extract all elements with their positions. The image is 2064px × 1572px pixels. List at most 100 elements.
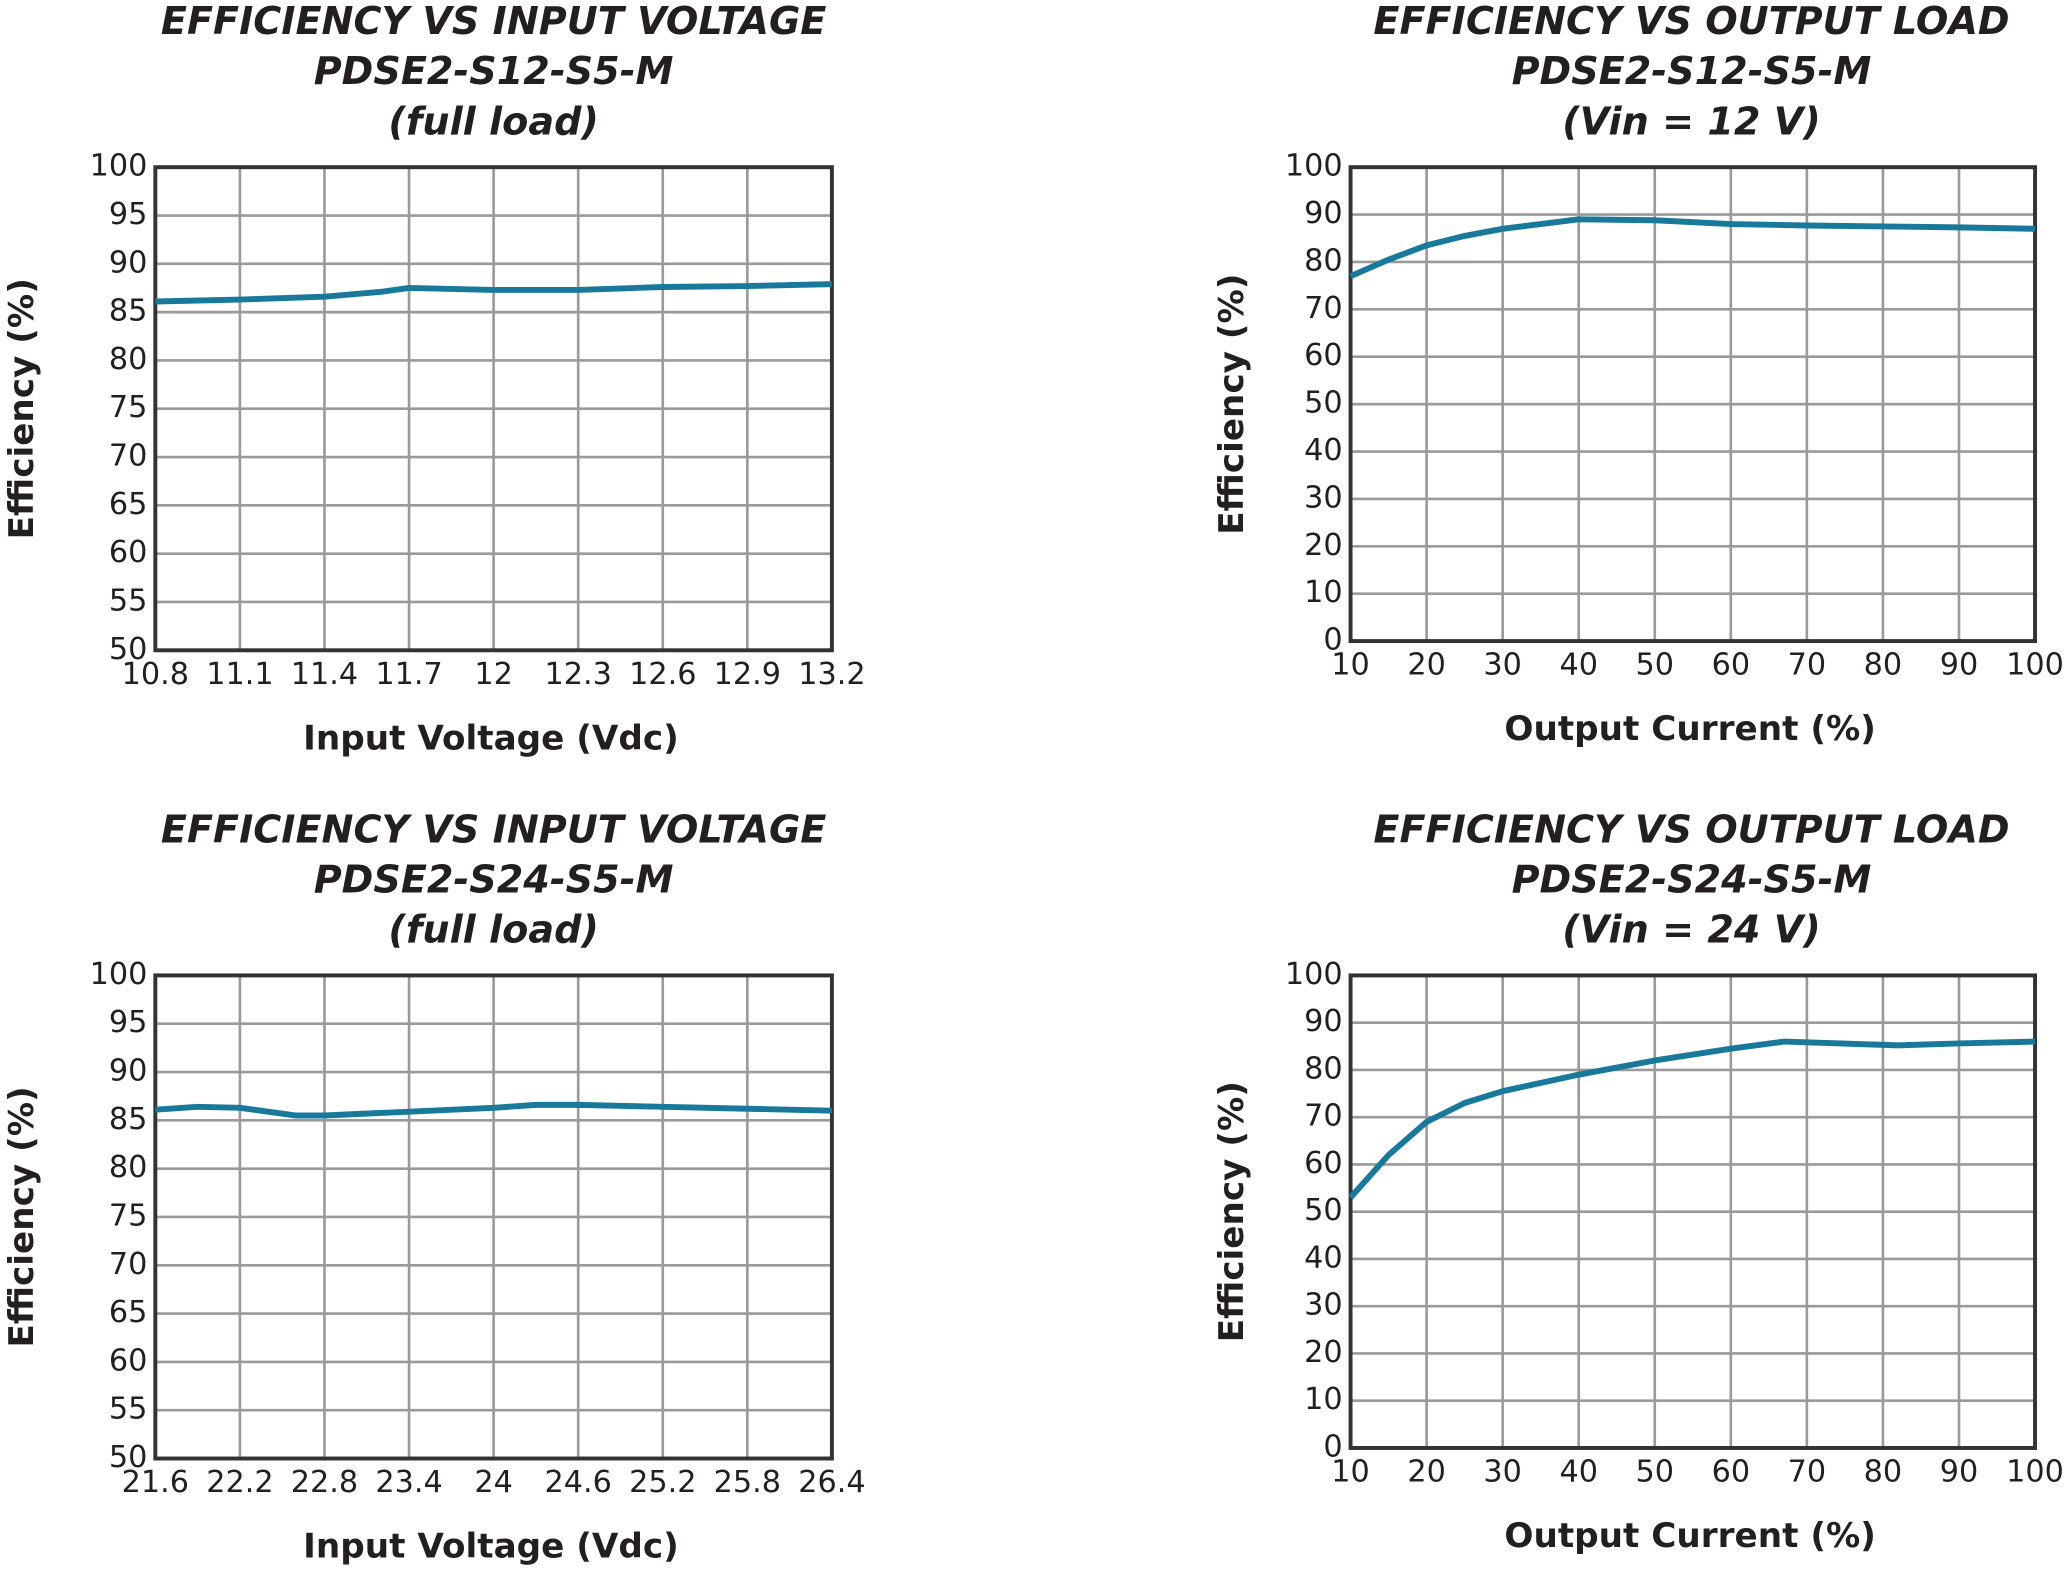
y-tick-label: 85 [109,294,148,329]
y-tick-label: 70 [1304,291,1343,326]
x-tick-label: 50 [1636,648,1675,683]
x-tick-label: 10.8 [122,657,189,692]
y-tick-label: 100 [90,149,148,184]
y-tick-label: 80 [1304,1051,1343,1086]
plot-frame [153,973,834,1461]
x-tick-label: 90 [1940,648,1979,683]
data-line [1349,216,2036,279]
x-tick-label: 21.6 [122,1465,189,1500]
x-tick-label: 10 [1331,1454,1370,1489]
x-tick-label: 10 [1331,648,1370,683]
x-axis-label: Input Voltage (Vdc) [303,1527,679,1567]
x-tick-label: 23.4 [375,1465,442,1500]
x-tick-label: 70 [1788,1454,1827,1489]
y-tick-label: 70 [109,1247,148,1282]
y-tick-label: 100 [1285,957,1343,992]
y-tick-label: 80 [109,1150,148,1185]
x-tick-label: 100 [2006,648,2064,683]
x-tick-label: 12.9 [714,657,781,692]
x-tick-label: 12 [474,657,513,692]
chart-title: PDSE2-S12-S5-M [1512,50,1872,94]
y-tick-label: 20 [1304,1335,1343,1370]
y-tick-label: 0 [1323,1429,1342,1464]
y-tick-label: 50 [109,632,148,667]
y-tick-label: 75 [109,1198,148,1233]
chart-title: (Vin = 24 V) [1562,908,1820,952]
x-tick-label: 25.8 [714,1465,781,1500]
x-tick-label: 22.2 [206,1465,273,1500]
x-axis-label: Output Current (%) [1504,709,1876,749]
x-tick-label: 25.2 [629,1465,696,1500]
y-tick-label: 90 [109,245,148,280]
y-tick-label: 0 [1323,623,1342,658]
x-tick-label: 30 [1483,648,1522,683]
x-tick-label: 12.3 [545,657,612,692]
chart-title: EFFICIENCY VS OUTPUT LOAD [1373,0,2009,44]
chart-title: EFFICIENCY VS INPUT VOLTAGE [161,808,826,852]
y-tick-label: 60 [109,535,148,570]
y-tick-label: 55 [109,1392,148,1427]
chart-title: (full load) [388,908,598,952]
x-tick-label: 100 [2006,1454,2064,1489]
y-axis-label: Efficiency (%) [1212,274,1252,535]
chart-title: (full load) [388,100,598,144]
y-tick-label: 70 [109,439,148,474]
y-axis-label: Efficiency (%) [1212,1081,1252,1342]
y-tick-label: 95 [109,197,148,232]
y-tick-label: 80 [1304,243,1343,278]
y-tick-label: 30 [1304,480,1343,515]
y-tick-label: 10 [1304,575,1343,610]
y-tick-label: 80 [109,342,148,377]
x-tick-label: 24.6 [545,1465,612,1500]
plot-frame [153,165,834,653]
y-tick-label: 65 [109,1295,148,1330]
y-axis-label: Efficiency (%) [2,1086,42,1347]
x-tick-label: 20 [1407,1454,1446,1489]
y-tick-label: 100 [90,957,148,992]
y-tick-label: 50 [1304,386,1343,421]
y-tick-label: 40 [1304,433,1343,468]
x-tick-label: 30 [1483,1454,1522,1489]
y-tick-label: 20 [1304,528,1343,563]
x-axis-label: Output Current (%) [1504,1516,1876,1556]
y-tick-label: 70 [1304,1099,1343,1134]
x-tick-label: 26.4 [798,1465,865,1500]
x-tick-label: 60 [1712,1454,1751,1489]
data-line [1348,1038,2036,1200]
y-tick-label: 60 [109,1343,148,1378]
y-tick-label: 95 [109,1005,148,1040]
chart-title: PDSE2-S12-S5-M [314,50,674,94]
y-tick-label: 90 [1304,196,1343,231]
plot-frame [1348,165,2038,644]
x-tick-label: 60 [1712,648,1751,683]
y-tick-label: 85 [109,1102,148,1137]
y-tick-label: 65 [109,487,148,522]
y-axis-label: Efficiency (%) [2,278,42,539]
x-axis-label: Input Voltage (Vdc) [303,718,679,758]
x-tick-label: 70 [1788,648,1827,683]
x-tick-label: 11.7 [375,657,442,692]
x-tick-label: 13.2 [798,657,865,692]
chart-title: EFFICIENCY VS OUTPUT LOAD [1373,808,2009,852]
data-line [155,1101,832,1119]
y-tick-label: 50 [109,1440,148,1475]
x-tick-label: 40 [1559,1454,1598,1489]
x-tick-label: 22.8 [291,1465,358,1500]
y-tick-label: 90 [1304,1004,1343,1039]
plot-frame [1348,973,2038,1450]
y-tick-label: 10 [1304,1382,1343,1417]
x-tick-label: 11.4 [291,657,358,692]
x-tick-label: 90 [1940,1454,1979,1489]
y-tick-label: 60 [1304,338,1343,373]
y-tick-label: 40 [1304,1240,1343,1275]
x-tick-label: 12.6 [629,657,696,692]
chart-title: PDSE2-S24-S5-M [314,858,674,902]
y-tick-label: 60 [1304,1146,1343,1181]
data-line [155,281,832,305]
y-tick-label: 50 [1304,1193,1343,1228]
chart-title: EFFICIENCY VS INPUT VOLTAGE [161,0,826,44]
y-tick-label: 55 [109,583,148,618]
chart-title: PDSE2-S24-S5-M [1512,858,1872,902]
y-tick-label: 30 [1304,1288,1343,1323]
chart-title: (Vin = 12 V) [1562,100,1820,144]
